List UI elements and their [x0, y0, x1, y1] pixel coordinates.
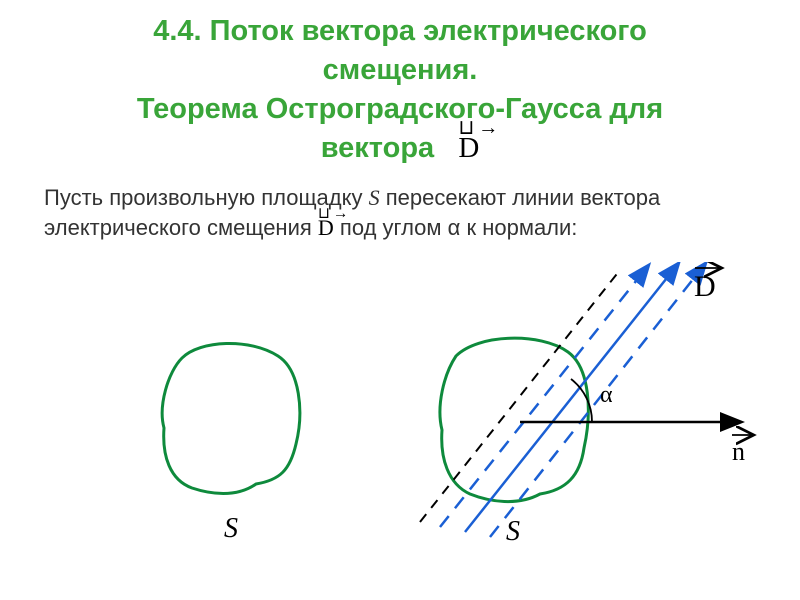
title-line-2: смещения.	[30, 51, 770, 90]
diagram-container: α D n S S	[0, 262, 800, 582]
physics-diagram: α D n S S	[0, 262, 800, 582]
surface-shape-1	[162, 344, 300, 494]
title-line-1: 4.4. Поток вектора электрического	[30, 12, 770, 51]
title-line-4: вектора ⊔→D	[30, 129, 770, 168]
angle-label: α	[600, 382, 613, 408]
d-vector-symbol-title: ⊔→D	[458, 129, 479, 168]
title-line-3: Теорема Остроградского-Гаусса для	[30, 90, 770, 129]
d-vector-label: D	[694, 268, 720, 303]
d-vector-symbol-body: ⊔→D	[318, 213, 334, 244]
field-line-2	[465, 264, 678, 532]
surface-label-1: S	[224, 513, 238, 544]
surface-label-2: S	[506, 516, 520, 547]
slide-title: 4.4. Поток вектора электрического смещен…	[0, 0, 800, 169]
n-vector-label: n	[732, 435, 752, 466]
body-paragraph: Пусть произвольную площадку S пересекают…	[0, 169, 800, 245]
field-line-1	[440, 266, 648, 527]
surface-shape-2	[440, 338, 588, 501]
svg-text:D: D	[694, 270, 716, 303]
svg-text:n: n	[732, 437, 745, 466]
field-line-dashed-black	[420, 270, 620, 522]
field-line-3	[490, 264, 705, 537]
s-variable: S	[369, 185, 380, 210]
